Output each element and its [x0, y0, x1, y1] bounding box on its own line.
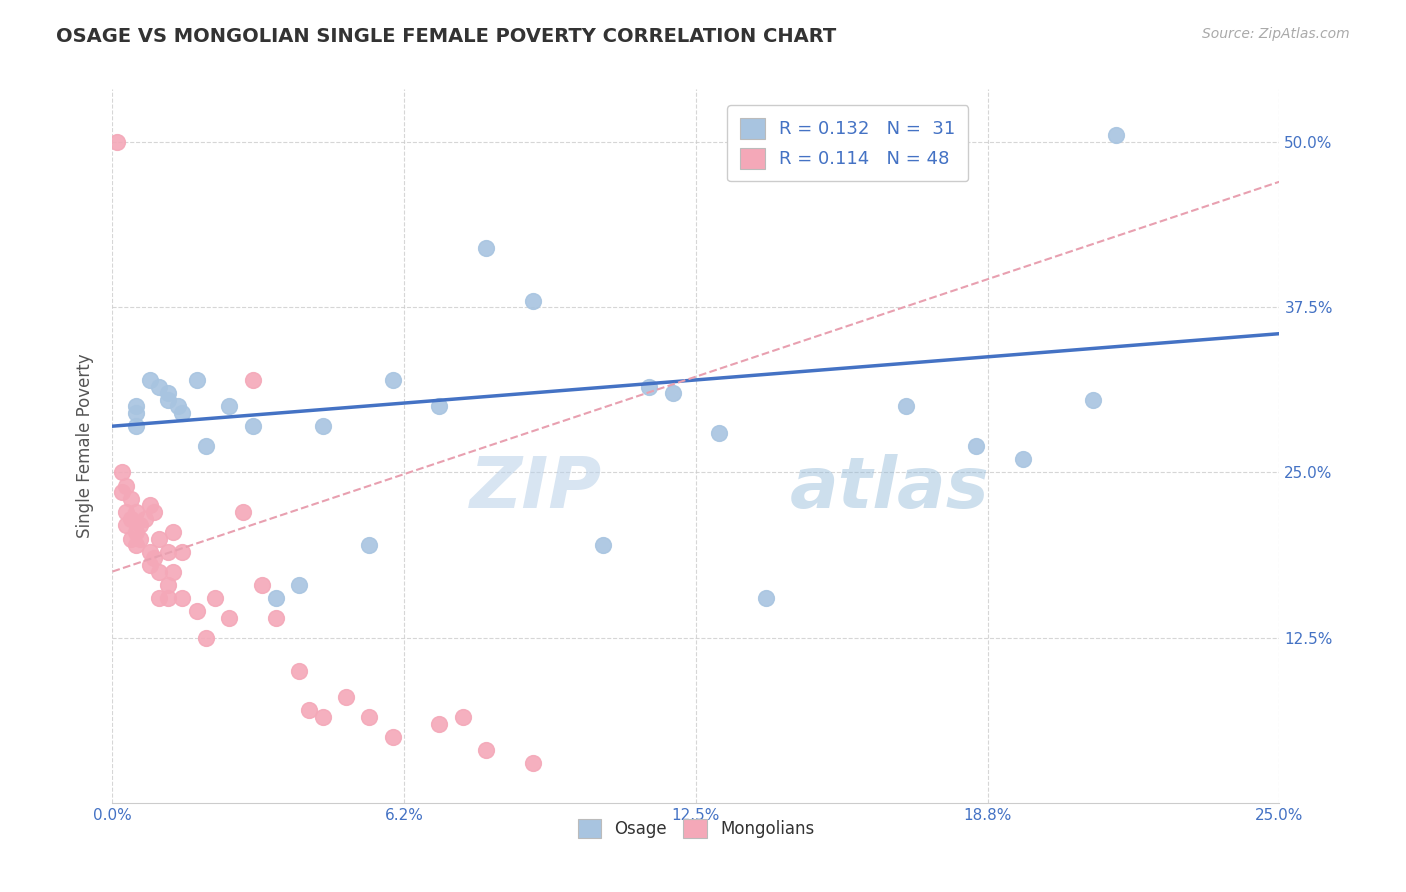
- Point: [204, 591, 226, 605]
- Point: [111, 466, 134, 480]
- Point: [139, 373, 162, 387]
- Point: [288, 664, 311, 678]
- Point: [522, 293, 544, 308]
- Point: [288, 578, 311, 592]
- Point: [264, 611, 287, 625]
- Point: [359, 538, 381, 552]
- Point: [232, 505, 254, 519]
- Point: [475, 743, 498, 757]
- Point: [661, 386, 683, 401]
- Legend: Osage, Mongolians: Osage, Mongolians: [568, 809, 824, 848]
- Point: [120, 511, 142, 525]
- Point: [157, 545, 180, 559]
- Point: [105, 135, 128, 149]
- Point: [297, 703, 319, 717]
- Point: [125, 524, 148, 539]
- Point: [148, 379, 170, 393]
- Point: [148, 532, 170, 546]
- Point: [148, 565, 170, 579]
- Point: [311, 419, 333, 434]
- Point: [139, 545, 162, 559]
- Point: [120, 491, 142, 506]
- Point: [125, 538, 148, 552]
- Point: [475, 241, 498, 255]
- Point: [125, 419, 148, 434]
- Point: [1011, 452, 1033, 467]
- Point: [427, 716, 450, 731]
- Point: [381, 373, 404, 387]
- Point: [592, 538, 614, 552]
- Point: [120, 532, 142, 546]
- Point: [172, 406, 194, 420]
- Text: Source: ZipAtlas.com: Source: ZipAtlas.com: [1202, 27, 1350, 41]
- Point: [522, 756, 544, 771]
- Point: [894, 400, 917, 414]
- Point: [115, 478, 138, 492]
- Point: [451, 710, 474, 724]
- Text: ZIP: ZIP: [471, 454, 603, 524]
- Point: [129, 532, 152, 546]
- Y-axis label: Single Female Poverty: Single Female Poverty: [76, 354, 94, 538]
- Point: [115, 518, 138, 533]
- Text: OSAGE VS MONGOLIAN SINGLE FEMALE POVERTY CORRELATION CHART: OSAGE VS MONGOLIAN SINGLE FEMALE POVERTY…: [56, 27, 837, 45]
- Point: [125, 400, 148, 414]
- Point: [965, 439, 987, 453]
- Point: [134, 511, 156, 525]
- Point: [157, 392, 180, 407]
- Point: [335, 690, 357, 704]
- Point: [148, 591, 170, 605]
- Point: [157, 578, 180, 592]
- Point: [427, 400, 450, 414]
- Point: [218, 611, 240, 625]
- Point: [172, 545, 194, 559]
- Point: [125, 505, 148, 519]
- Point: [218, 400, 240, 414]
- Point: [242, 419, 264, 434]
- Point: [359, 710, 381, 724]
- Point: [709, 425, 731, 440]
- Point: [172, 591, 194, 605]
- Point: [250, 578, 273, 592]
- Point: [1081, 392, 1104, 407]
- Point: [194, 439, 217, 453]
- Point: [162, 524, 184, 539]
- Point: [186, 604, 208, 618]
- Point: [143, 505, 166, 519]
- Point: [1105, 128, 1128, 143]
- Point: [115, 505, 138, 519]
- Point: [157, 386, 180, 401]
- Point: [194, 631, 217, 645]
- Point: [381, 730, 404, 744]
- Point: [162, 565, 184, 579]
- Point: [125, 406, 148, 420]
- Point: [638, 379, 661, 393]
- Point: [157, 591, 180, 605]
- Point: [139, 558, 162, 572]
- Point: [129, 518, 152, 533]
- Point: [139, 499, 162, 513]
- Point: [143, 551, 166, 566]
- Point: [186, 373, 208, 387]
- Point: [755, 591, 778, 605]
- Point: [166, 400, 188, 414]
- Point: [242, 373, 264, 387]
- Point: [111, 485, 134, 500]
- Text: atlas: atlas: [789, 454, 988, 524]
- Point: [311, 710, 333, 724]
- Point: [264, 591, 287, 605]
